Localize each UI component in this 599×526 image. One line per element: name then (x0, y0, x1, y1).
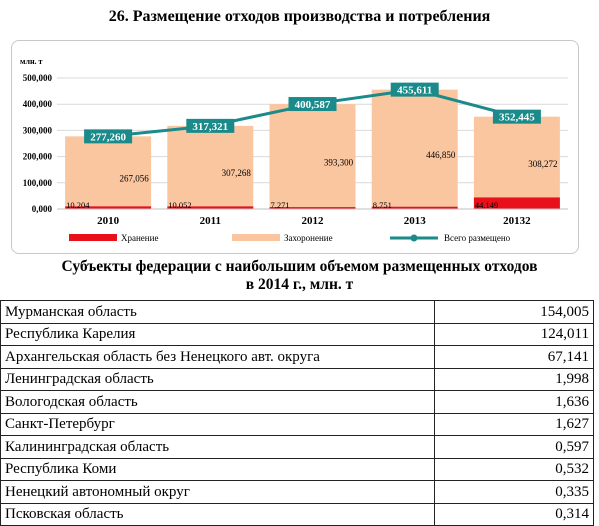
region-value-cell: 1,636 (434, 390, 594, 414)
region-name-cell: Мурманская область (0, 300, 435, 324)
y-tick-label: 400,000 (23, 99, 53, 109)
bar-burial (65, 136, 152, 207)
storage-data-label: 7,271 (271, 200, 290, 210)
table-row: Санкт-Петербург 1,627 (0, 412, 594, 436)
region-name-cell: Вологодская область (0, 390, 435, 414)
chart-svg: млн. т 0,000 100,000 200,000 300,000 400,000 5… (20, 57, 568, 243)
x-tick-label: 2012 (302, 215, 325, 227)
region-value-cell: 1,998 (434, 367, 594, 391)
table-title-line2: в 2014 г., млн. т (245, 276, 354, 293)
burial-data-label: 393,300 (324, 158, 354, 168)
storage-data-label: 44,149 (475, 200, 498, 210)
table-title-line1: Субъекты федерации с наибольшим объемом … (61, 258, 538, 275)
burial-data-label: 267,056 (119, 173, 149, 183)
table-row: Мурманская область 154,005 (0, 300, 594, 324)
bar-burial (473, 116, 560, 198)
region-name-cell: Санкт-Петербург (0, 412, 435, 436)
bar-burial (371, 89, 458, 207)
table-row: Архангельская область без Ненецкого авт.… (0, 345, 594, 369)
x-tick-label: 2011 (200, 215, 221, 227)
table-row: Ненецкий автономный округ 0,335 (0, 480, 594, 504)
burial-data-label: 307,268 (222, 168, 252, 178)
x-tick-label: 2010 (97, 215, 120, 227)
region-value-cell: 0,597 (434, 435, 594, 459)
burial-data-label: 446,850 (426, 150, 456, 160)
bar-storage (167, 206, 254, 209)
total-data-label: 455,611 (397, 85, 432, 97)
region-name-cell: Ленинградская область (0, 367, 435, 391)
region-value-cell: 124,011 (434, 322, 594, 346)
total-data-label: 317,321 (192, 121, 228, 133)
region-value-cell: 154,005 (434, 300, 594, 324)
x-tick-label: 2013 (404, 215, 427, 227)
y-tick-label: 500,000 (23, 73, 53, 83)
y-unit-label: млн. т (20, 57, 43, 66)
storage-data-label: 8,751 (373, 200, 392, 210)
total-data-label: 277,260 (90, 131, 126, 143)
burial-data-label: 308,272 (528, 159, 557, 169)
legend-label-total: Всего размещено (444, 233, 511, 243)
region-name-cell: Калининградская область (0, 435, 435, 459)
y-tick-label: 300,000 (23, 125, 53, 135)
table-row: Псковская область 0,314 (0, 502, 594, 526)
total-label-box (390, 82, 439, 97)
x-tick-label: 20132 (503, 215, 531, 227)
bar-burial (167, 125, 254, 207)
legend-label-storage: Хранение (121, 233, 158, 243)
table-row: Ленинградская область 1,998 (0, 367, 594, 391)
chart-title: 26. Размещение отходов производства и по… (108, 8, 491, 25)
bar-storage (473, 197, 560, 209)
total-label-box (84, 129, 133, 144)
total-data-label: 400,587 (295, 99, 331, 111)
region-value-cell: 0,314 (434, 502, 594, 526)
region-name-cell: Ненецкий автономный округ (0, 480, 435, 504)
storage-data-label: 10,204 (66, 200, 90, 210)
region-value-cell: 0,532 (434, 457, 594, 481)
region-value-cell: 0,335 (434, 480, 594, 504)
total-label-box (186, 118, 235, 133)
bar-storage (65, 206, 152, 209)
legend-marker-total (410, 234, 418, 242)
bar-burial (269, 104, 356, 208)
y-tick-label: 0,000 (32, 204, 53, 214)
legend-swatch-storage (69, 234, 117, 241)
region-name-cell: Республика Коми (0, 457, 435, 481)
region-value-cell: 67,141 (434, 345, 594, 369)
y-tick-label: 100,000 (23, 178, 53, 188)
table-row: Республика Карелия 124,011 (0, 322, 594, 346)
total-label-box (288, 97, 337, 112)
region-name-cell: Архангельская область без Ненецкого авт.… (0, 345, 435, 369)
table-row: Вологодская область 1,636 (0, 390, 594, 414)
total-data-label: 352,445 (499, 112, 535, 124)
table-title: Субъекты федерации с наибольшим объемом … (0, 258, 599, 294)
table-row: Республика Коми 0,532 (0, 457, 594, 481)
region-name-cell: Псковская область (0, 502, 435, 526)
bar-storage (269, 207, 356, 209)
y-tick-label: 200,000 (23, 152, 53, 162)
chart-frame: млн. т 0,000 100,000 200,000 300,000 400,000 5… (11, 40, 579, 254)
regions-table: Мурманская область 154,005 Республика Каре… (0, 300, 594, 526)
region-value-cell: 1,627 (434, 412, 594, 436)
region-name-cell: Республика Карелия (0, 322, 435, 346)
bar-storage (371, 206, 458, 209)
legend-label-burial: Захоронение (284, 233, 333, 243)
storage-data-label: 10,052 (168, 200, 191, 210)
total-label-box (492, 109, 541, 124)
table-row: Калининградская область 0,597 (0, 435, 594, 459)
legend-swatch-burial (232, 234, 280, 241)
